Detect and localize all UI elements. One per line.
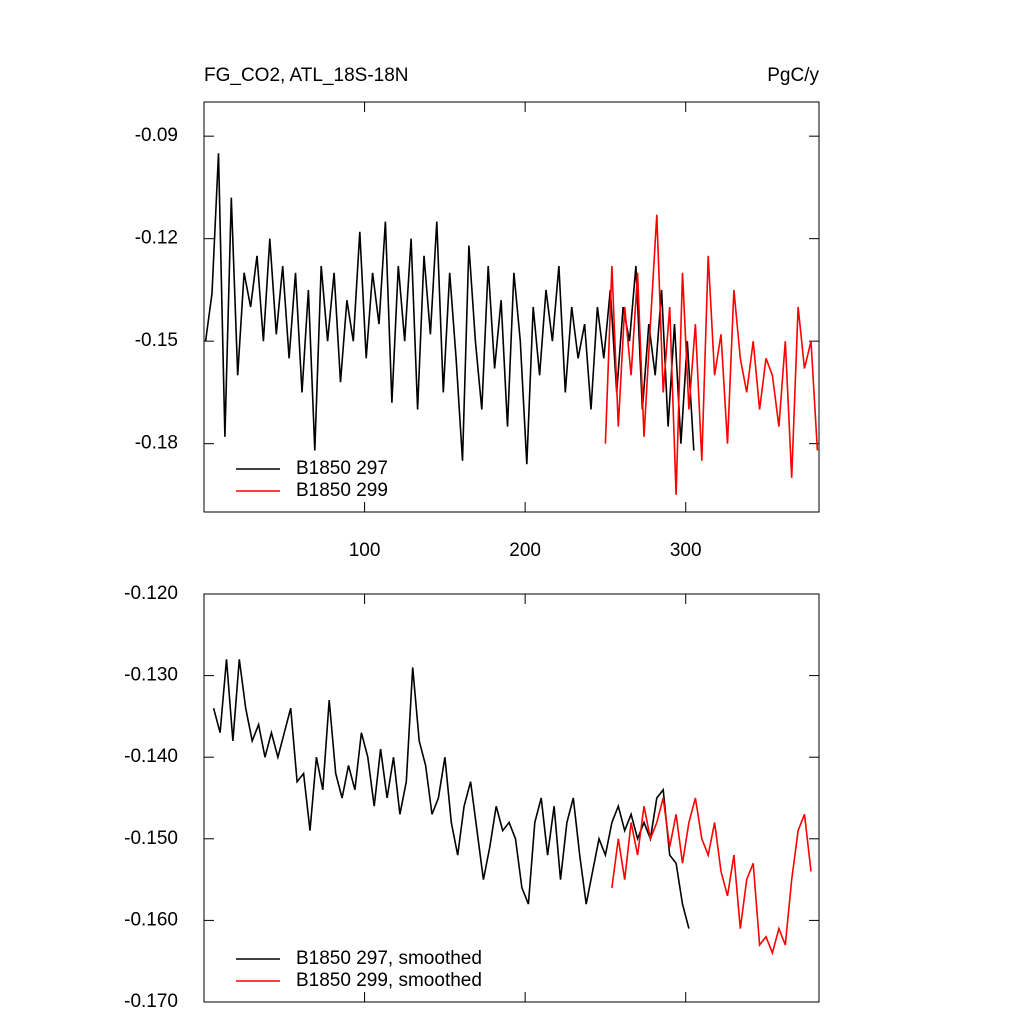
legend-label: B1850 299, smoothed <box>296 970 482 991</box>
x-tick-label: 100 <box>349 540 381 561</box>
data-line <box>611 797 812 956</box>
y-tick-label: -0.18 <box>135 433 178 454</box>
y-tick-label: -0.150 <box>124 828 178 849</box>
x-tick-label: 300 <box>670 540 702 561</box>
units-label: PgC/y <box>767 65 819 86</box>
y-tick-label: -0.120 <box>124 583 178 604</box>
y-tick-label: -0.15 <box>135 330 178 351</box>
chart-title: FG_CO2, ATL_18S-18N <box>204 65 409 86</box>
data-line <box>604 214 819 495</box>
data-line <box>212 659 690 929</box>
y-tick-label: -0.170 <box>124 991 178 1012</box>
y-tick-label: -0.130 <box>124 665 178 686</box>
y-tick-label: -0.12 <box>135 228 178 249</box>
y-tick-label: -0.140 <box>124 746 178 767</box>
legend-label: B1850 299 <box>296 480 388 501</box>
plot-frame <box>203 593 820 1003</box>
data-line <box>204 153 695 465</box>
y-tick-label: -0.09 <box>135 125 178 146</box>
legend-label: B1850 297, smoothed <box>296 948 482 969</box>
legend-label: B1850 297 <box>296 458 388 479</box>
x-tick-label: 200 <box>509 540 541 561</box>
y-tick-label: -0.160 <box>124 909 178 930</box>
plot-frame <box>203 101 820 513</box>
